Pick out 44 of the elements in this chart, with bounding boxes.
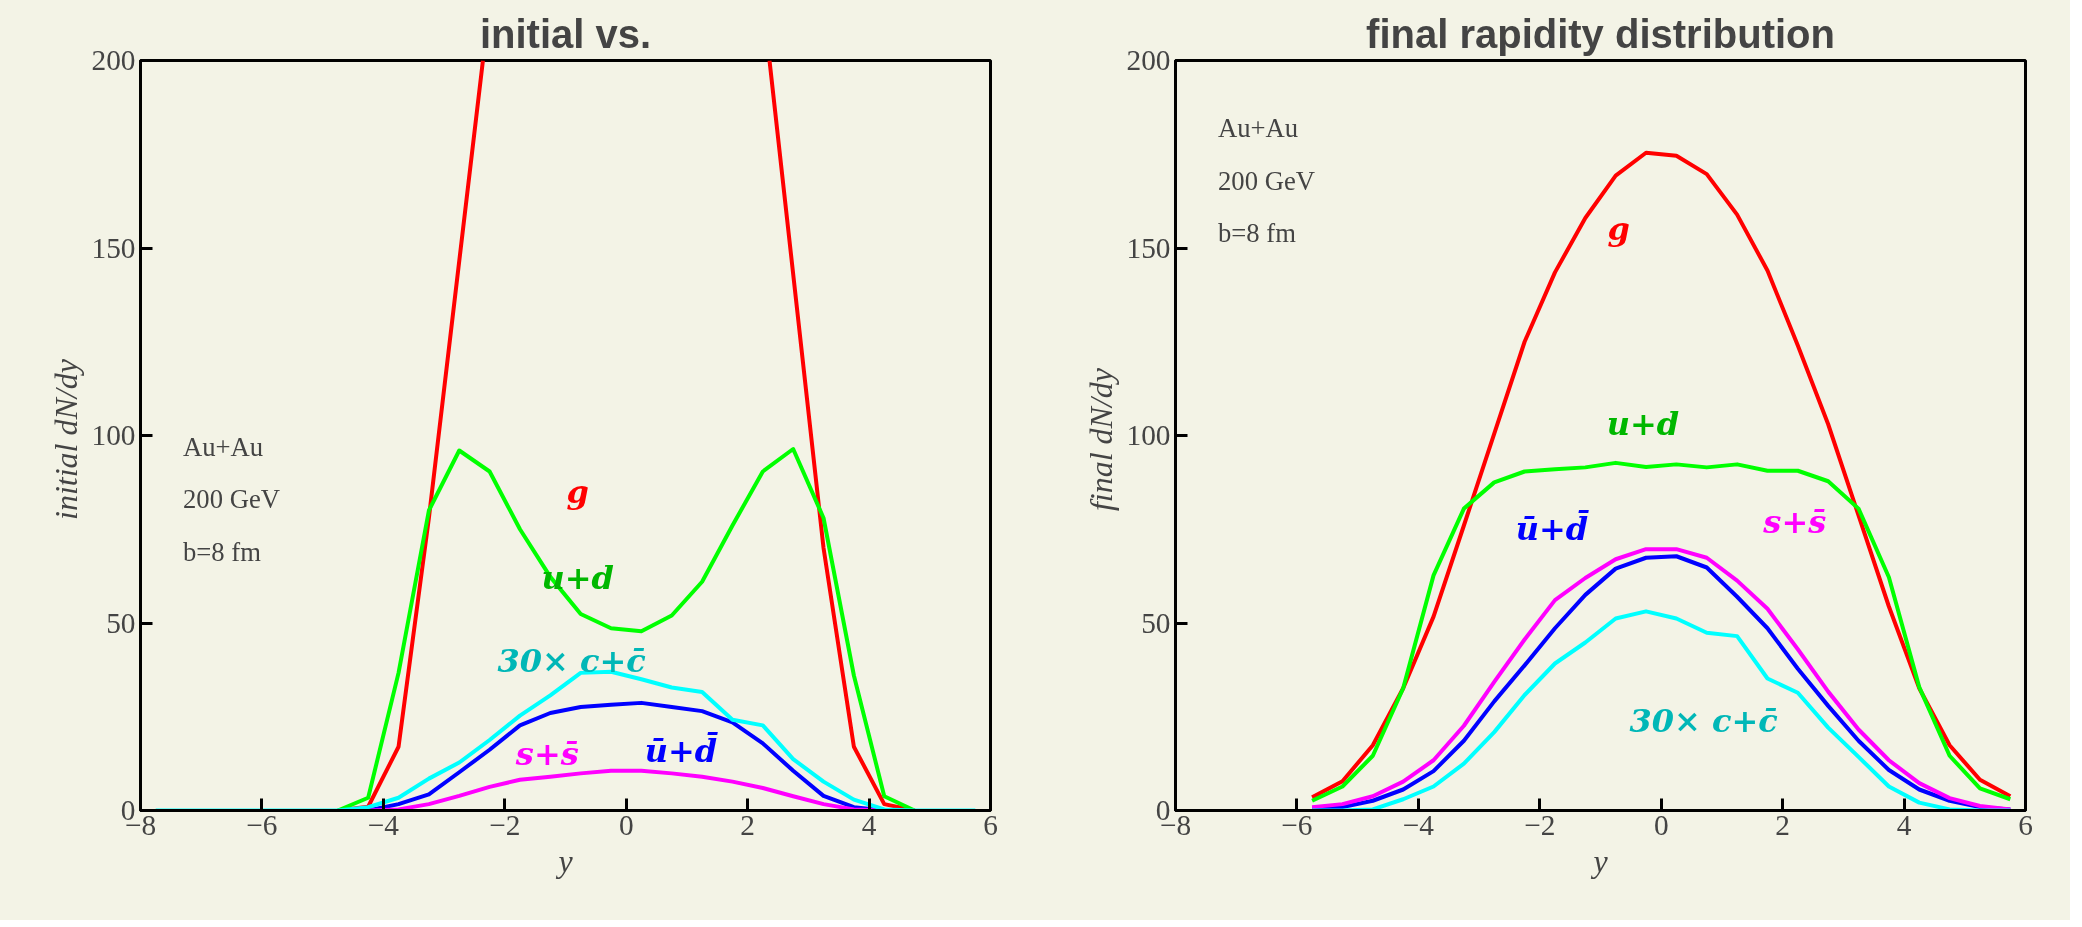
- x-tick-label: 0: [1653, 808, 1669, 841]
- series-label: s+s̄: [1762, 502, 1827, 541]
- series-label: g: [1607, 210, 1630, 249]
- annotation: Au+Au: [1218, 113, 1299, 143]
- series-label: ū+d̄: [1515, 510, 1590, 549]
- chart-title: final rapidity distribution: [1366, 11, 1835, 56]
- annotation: Au+Au: [183, 431, 264, 462]
- y-tick-label: 100: [91, 419, 136, 451]
- annotation: b=8 fm: [183, 536, 262, 567]
- x-tick-label: 6: [2018, 808, 2033, 841]
- x-tick-label: −4: [1402, 808, 1435, 841]
- x-axis-title: y: [555, 842, 574, 879]
- series-label: 30× c+c̄: [1629, 701, 1778, 740]
- x-tick-label: −2: [489, 808, 521, 841]
- x-tick-label: −6: [246, 808, 278, 841]
- x-tick-label: 0: [618, 808, 634, 841]
- y-tick-label: 150: [1126, 231, 1171, 264]
- y-axis-title: final dN/dy: [1082, 367, 1119, 512]
- annotation: 200 GeV: [1218, 165, 1315, 196]
- y-tick-label: 150: [91, 231, 136, 264]
- x-axis-title: y: [1590, 842, 1609, 879]
- series-label: s+s̄: [514, 735, 579, 774]
- series-label: ū+d̄: [644, 731, 719, 770]
- series-label: u+d: [1606, 405, 1680, 444]
- text: g: [566, 472, 589, 511]
- x-tick-label: −2: [1524, 808, 1556, 841]
- y-tick-label: 200: [91, 44, 136, 76]
- y-tick-label: 50: [1141, 606, 1171, 639]
- x-tick-label: 6: [983, 808, 998, 841]
- y-tick-label: 100: [1126, 419, 1171, 451]
- annotation: 200 GeV: [183, 484, 280, 515]
- annotation: b=8 fm: [1218, 218, 1297, 248]
- x-tick-label: 4: [861, 808, 877, 841]
- x-tick-label: 4: [1896, 808, 1912, 841]
- x-tick-label: −6: [1281, 808, 1313, 841]
- chart-title: initial vs.: [479, 11, 652, 56]
- y-axis-title: initial dN/dy: [47, 358, 84, 520]
- x-tick-label: 2: [740, 808, 755, 841]
- series-label: 30× c+c̄: [497, 641, 646, 680]
- line-series: [1310, 460, 2013, 803]
- x-tick-label: −4: [367, 808, 400, 841]
- x-tick-label: 2: [1775, 808, 1790, 841]
- y-tick-label: 200: [1126, 44, 1171, 76]
- y-tick-label: 50: [106, 606, 136, 639]
